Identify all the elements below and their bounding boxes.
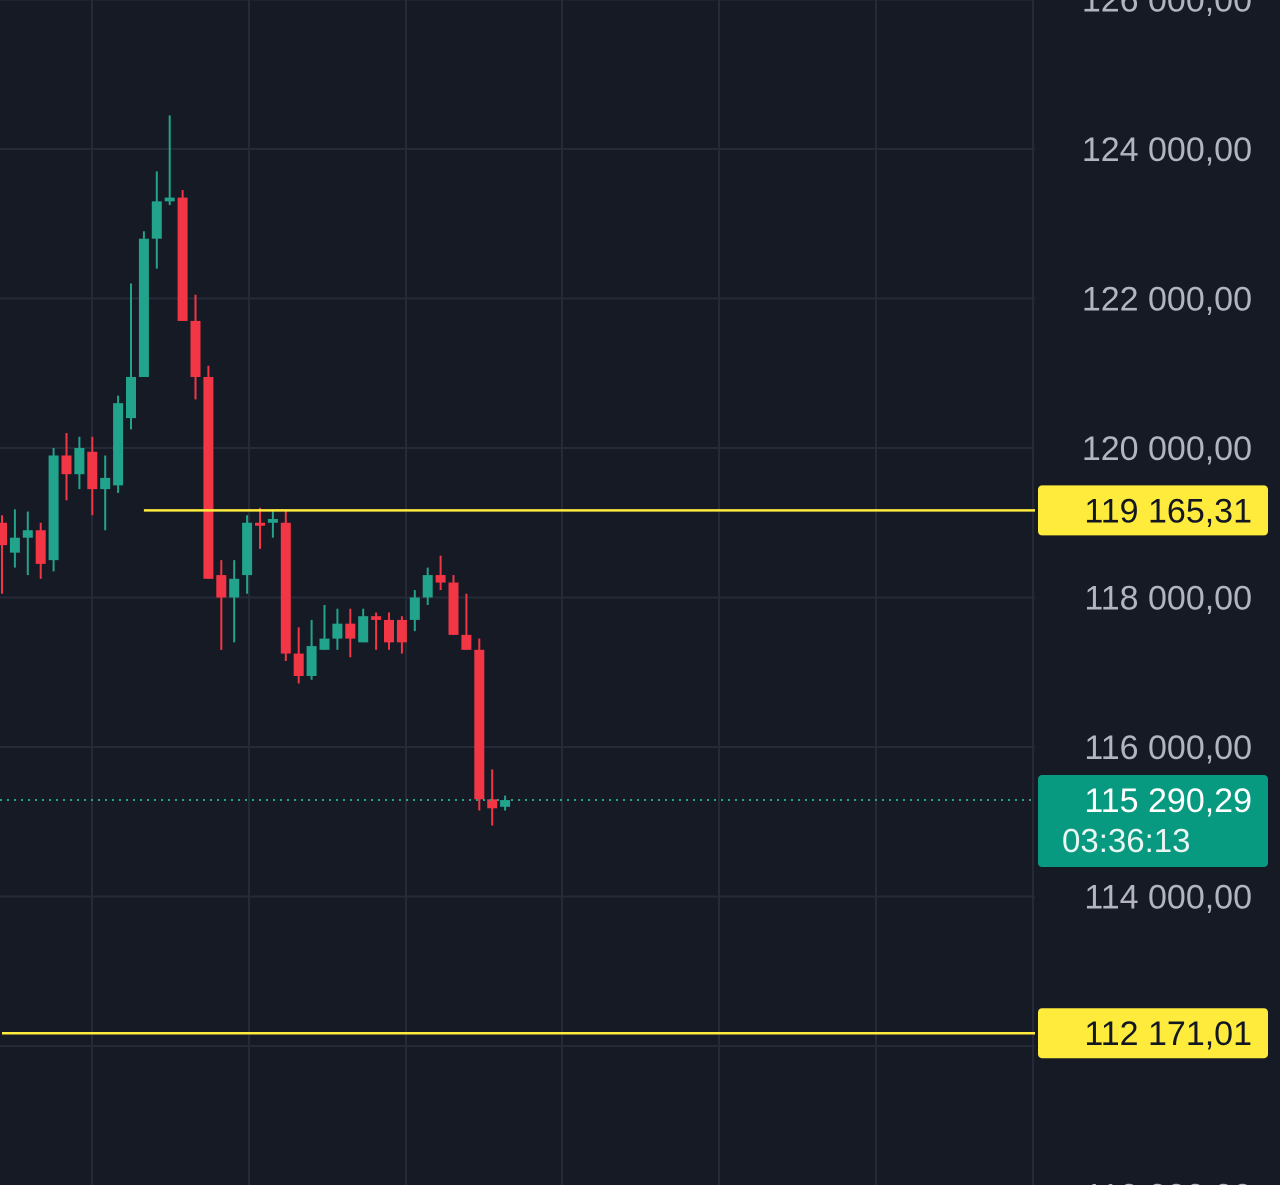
- candle-body: [500, 800, 511, 807]
- last-price-label: 115 290,29: [1084, 782, 1252, 820]
- candle-body: [126, 376, 136, 419]
- y-axis-tick-label: 118 000,00: [1084, 580, 1252, 618]
- candle-body: [461, 634, 472, 650]
- candle-body: [138, 238, 149, 377]
- candle-body: [422, 575, 433, 598]
- y-axis-tick-label: 124 000,00: [1082, 131, 1252, 169]
- y-axis-tick-label: 120 000,00: [1082, 430, 1252, 468]
- level-price-label: 112 171,01: [1084, 1015, 1252, 1053]
- candle-body: [61, 455, 72, 475]
- candle-body: [396, 619, 407, 643]
- candle-body: [280, 522, 291, 654]
- candle-body: [190, 320, 201, 377]
- candle-body: [100, 477, 111, 490]
- level-price-tag: [1038, 1008, 1268, 1059]
- candle-body: [267, 519, 278, 523]
- y-axis-tick-label: 116 000,00: [1084, 729, 1252, 767]
- candle-body: [345, 623, 356, 639]
- candle-body: [151, 201, 162, 239]
- y-axis-tick-label: 126 000,00: [1082, 0, 1252, 20]
- candle-body: [229, 578, 240, 598]
- candle-body: [9, 537, 20, 553]
- candle-body: [332, 623, 343, 639]
- candle-body: [293, 653, 304, 676]
- y-axis-tick-label: 122 000,00: [1082, 281, 1252, 319]
- candle-body: [358, 616, 369, 643]
- candle-body: [319, 638, 330, 650]
- level-price-label: 119 165,31: [1084, 492, 1252, 530]
- candle-body: [384, 619, 394, 643]
- candle-body: [306, 646, 317, 676]
- last-price-tag: [1038, 775, 1268, 868]
- candle-body: [242, 522, 253, 576]
- candle-body: [435, 575, 446, 583]
- candle-body: [48, 455, 59, 561]
- candle-body: [113, 403, 124, 486]
- level-price-tag: [1038, 485, 1268, 536]
- candle-body: [216, 575, 227, 598]
- y-axis-tick-label: 110 000,00: [1084, 1178, 1252, 1185]
- candle-body: [0, 522, 7, 546]
- candle-body: [371, 616, 382, 620]
- y-axis-tick-label: 114 000,00: [1084, 879, 1252, 917]
- candle-body: [177, 197, 188, 321]
- candle-body: [474, 649, 485, 800]
- candle-body: [74, 448, 85, 475]
- candle-body: [164, 197, 175, 202]
- candle-countdown-timer: 03:36:13: [1062, 822, 1190, 859]
- candle-body: [409, 597, 420, 620]
- candle-body: [87, 451, 98, 490]
- candle-body: [487, 799, 498, 809]
- candle-body: [35, 530, 46, 564]
- candle-body: [203, 376, 214, 579]
- candle-body: [22, 530, 33, 538]
- candle-body: [255, 522, 265, 526]
- candle-body: [448, 582, 459, 635]
